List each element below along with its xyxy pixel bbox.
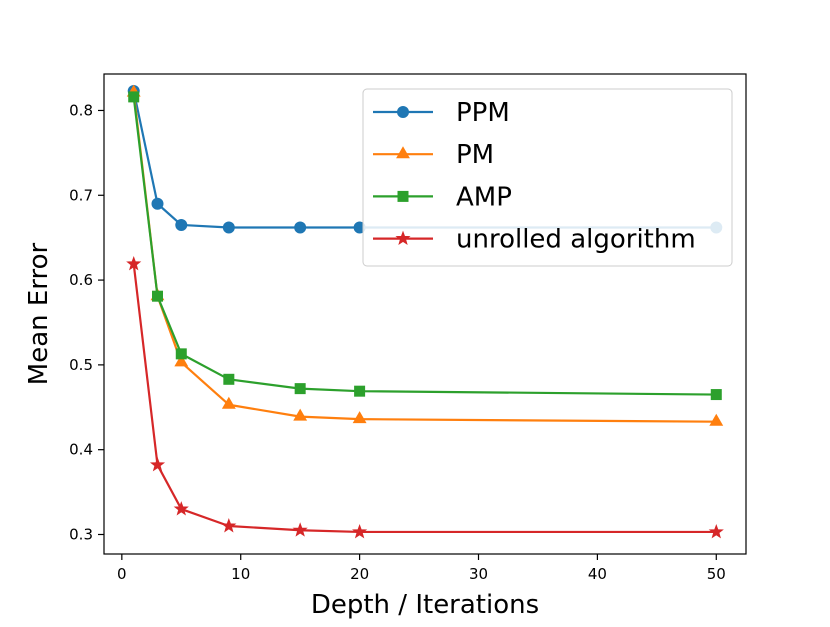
y-tick-label: 0.7 xyxy=(69,186,93,204)
data-point-ppm xyxy=(222,221,235,234)
legend-item-ppm: PPM xyxy=(373,98,510,128)
series-layer xyxy=(126,84,724,539)
data-point-amp xyxy=(128,91,140,103)
data-point-pm xyxy=(174,354,189,367)
y-tick-label: 0.3 xyxy=(69,525,93,543)
legend-marker-pm xyxy=(396,146,410,159)
y-axis-label: Mean Error xyxy=(24,242,54,385)
legend-item-amp: AMP xyxy=(373,182,512,212)
data-point-ppm xyxy=(175,218,188,231)
series-unrolled-algorithm xyxy=(126,256,724,539)
x-tick-label: 30 xyxy=(469,565,488,583)
data-point-unrolled-algorithm xyxy=(352,524,368,539)
legend-marker-amp xyxy=(397,190,409,202)
y-tick-label: 0.6 xyxy=(69,271,93,289)
data-point-ppm xyxy=(151,197,164,210)
data-point-unrolled-algorithm xyxy=(173,501,189,516)
data-point-amp xyxy=(152,290,163,302)
legend-label-pm: PM xyxy=(456,140,494,170)
data-point-amp xyxy=(223,373,235,385)
x-tick-label: 10 xyxy=(231,565,250,583)
legend-label-amp: AMP xyxy=(456,182,512,212)
legend-marker-ppm xyxy=(397,106,409,118)
legend-item-unrolled-algorithm: unrolled algorithm xyxy=(373,225,696,255)
data-point-amp xyxy=(294,383,306,395)
y-axis-ticks: 0.3 0.4 0.5 0.6 0.7 0.8 xyxy=(69,101,104,543)
x-axis-label: Depth / Iterations xyxy=(311,590,539,620)
data-point-ppm xyxy=(294,221,307,234)
legend-label-ppm: PPM xyxy=(456,98,510,128)
data-point-pm xyxy=(709,413,724,426)
data-point-amp xyxy=(710,389,722,401)
x-axis-ticks: 0 10 20 30 40 50 xyxy=(117,554,726,583)
x-tick-label: 0 xyxy=(117,565,127,583)
series-ppm xyxy=(127,84,723,234)
y-tick-label: 0.5 xyxy=(69,356,93,374)
x-tick-label: 50 xyxy=(707,565,726,583)
legend-box xyxy=(362,88,733,267)
data-point-amp xyxy=(175,348,187,360)
data-point-unrolled-algorithm xyxy=(126,256,142,271)
series-amp xyxy=(128,91,722,401)
data-point-unrolled-algorithm xyxy=(708,523,724,539)
legend-item-pm: PM xyxy=(373,140,494,170)
data-point-pm xyxy=(352,411,367,424)
data-point-pm xyxy=(221,396,236,409)
plot-frame xyxy=(103,73,747,555)
legend: PPM PM AMP unrolled algorithm xyxy=(362,88,733,267)
y-tick-label: 0.4 xyxy=(69,441,93,459)
data-point-pm xyxy=(293,408,308,421)
legend-marker-unrolled-algorithm xyxy=(395,230,411,246)
data-point-unrolled-algorithm xyxy=(292,522,308,537)
data-point-unrolled-algorithm xyxy=(149,457,166,472)
data-point-unrolled-algorithm xyxy=(221,518,237,533)
x-tick-label: 40 xyxy=(588,565,607,583)
x-tick-label: 20 xyxy=(350,565,369,583)
data-point-amp xyxy=(354,385,366,397)
y-tick-label: 0.8 xyxy=(69,101,93,119)
legend-label-unrolled-algorithm: unrolled algorithm xyxy=(456,225,696,255)
